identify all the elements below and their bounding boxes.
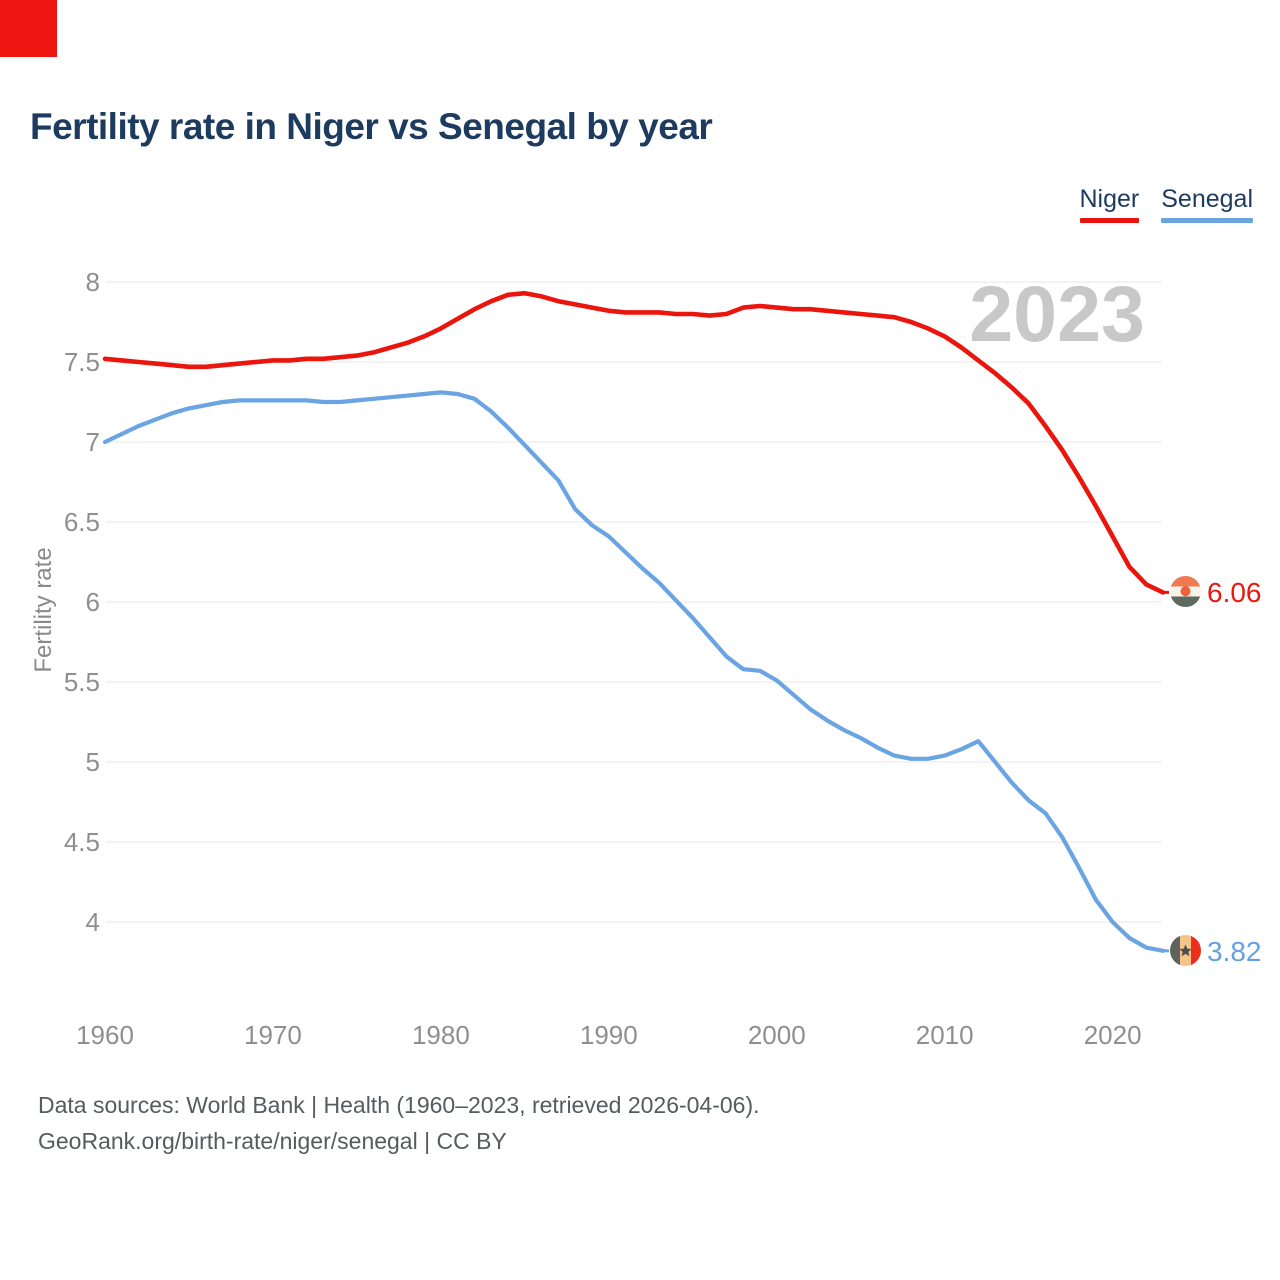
niger-end-value: 6.06 <box>1207 577 1262 608</box>
year-watermark: 2023 <box>969 269 1145 358</box>
data-sources-line1: Data sources: World Bank | Health (1960–… <box>38 1092 760 1118</box>
legend: Niger Senegal <box>1079 185 1253 223</box>
senegal-end-value: 3.82 <box>1207 936 1262 967</box>
niger-line[interactable] <box>102 290 1166 595</box>
x-tick-label: 1980 <box>412 1020 470 1050</box>
y-tick-label: 4.5 <box>64 827 100 857</box>
y-tick-label: 4 <box>86 907 100 937</box>
x-tick-label: 1960 <box>76 1020 134 1050</box>
legend-label-niger: Niger <box>1079 185 1140 213</box>
chart-title: Fertility rate in Niger vs Senegal by ye… <box>30 106 713 147</box>
x-tick-label: 1990 <box>580 1020 638 1050</box>
x-tick-label: 2020 <box>1084 1020 1142 1050</box>
legend-label-senegal: Senegal <box>1161 185 1253 213</box>
data-sources: Data sources: World Bank | Health (1960–… <box>38 1087 760 1159</box>
senegal-flag-icon <box>1170 935 1201 966</box>
legend-item-senegal[interactable]: Senegal <box>1161 185 1253 223</box>
data-sources-line2: GeoRank.org/birth-rate/niger/senegal | C… <box>38 1128 507 1154</box>
legend-underline-niger <box>1079 218 1140 223</box>
x-tick-label: 1970 <box>244 1020 302 1050</box>
corner-red-square <box>0 0 57 57</box>
niger-flag-icon <box>1170 576 1201 607</box>
y-tick-label: 6 <box>86 587 100 617</box>
y-tick-label: 5.5 <box>64 667 100 697</box>
y-tick-label: 7 <box>86 427 100 457</box>
y-tick-label: 8 <box>86 267 100 297</box>
y-tick-label: 7.5 <box>64 347 100 377</box>
legend-underline-senegal <box>1161 218 1253 223</box>
legend-item-niger[interactable]: Niger <box>1079 185 1140 223</box>
y-tick-label: 5 <box>86 747 100 777</box>
x-tick-label: 2000 <box>748 1020 806 1050</box>
x-tick-label: 2010 <box>916 1020 974 1050</box>
y-tick-label: 6.5 <box>64 507 100 537</box>
senegal-line[interactable] <box>102 390 1166 953</box>
